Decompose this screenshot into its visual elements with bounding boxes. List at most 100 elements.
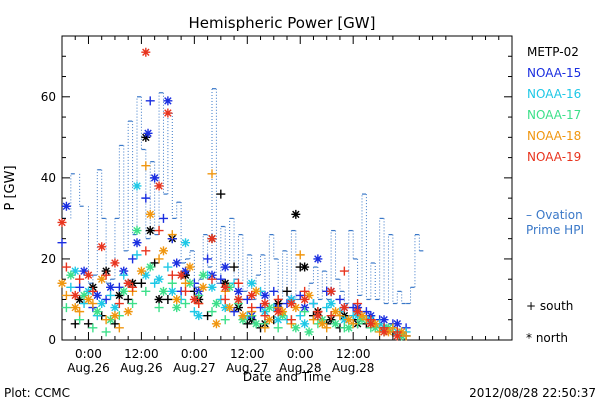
noaa-17-north-point [251, 319, 261, 329]
metp-02-north-point [154, 294, 164, 304]
noaa-15-north-point [220, 262, 230, 272]
noaa-18-north-point [317, 319, 327, 329]
noaa-17-south-point [220, 315, 230, 325]
noaa-17-north-point [304, 327, 314, 337]
noaa-19-south-point [154, 226, 164, 236]
noaa-19-south-point [326, 311, 336, 321]
noaa-16-south-point [189, 307, 199, 317]
x-tick-date-label: Aug.28 [279, 361, 322, 375]
noaa-17-south-point [273, 323, 283, 333]
noaa-18-north-point [357, 311, 367, 321]
noaa-15-south-point [361, 307, 371, 317]
noaa-18-south-point [88, 299, 98, 309]
noaa-16-north-point [207, 282, 217, 292]
noaa-19-north-point [70, 290, 80, 300]
noaa-18-south-point [308, 315, 318, 325]
noaa-18-north-point [238, 311, 248, 321]
y-axis: 0 20 40 60 [41, 35, 512, 347]
noaa-15-south-point [295, 290, 305, 300]
noaa-19-north-point [300, 294, 310, 304]
noaa-16-north-point [132, 181, 142, 191]
noaa-18-north-point [344, 315, 354, 325]
noaa-15-north-point [313, 254, 323, 264]
noaa-19-north-point [83, 270, 93, 280]
noaa-19-north-point [353, 307, 363, 317]
noaa-19-south-point [75, 274, 85, 284]
noaa-15-south-point [128, 254, 138, 264]
noaa-15-north-point [163, 96, 173, 106]
metp-02-south-point [242, 319, 252, 329]
noaa-18-north-point [57, 278, 67, 288]
noaa-15-south-point [141, 193, 151, 203]
noaa-19-north-point [313, 311, 323, 321]
x-tick-time-label: 0:00 [181, 347, 208, 361]
noaa-17-north-point [66, 270, 76, 280]
noaa-16-north-point [300, 319, 310, 329]
noaa-19-north-point [97, 242, 107, 252]
noaa-18-south-point [388, 323, 398, 333]
metp-02-north-point [114, 290, 124, 300]
noaa-15-north-point [79, 266, 89, 276]
noaa-15-south-point [242, 294, 252, 304]
noaa-16-south-point [79, 299, 89, 309]
noaa-15-north-point [106, 282, 116, 292]
noaa-17-north-point [119, 286, 129, 296]
noaa-16-south-point [66, 282, 76, 292]
noaa-18-south-point [260, 323, 270, 333]
noaa-16-north-point [167, 286, 177, 296]
noaa-15-south-point [101, 294, 111, 304]
noaa-18-south-point [75, 307, 85, 317]
noaa-16-north-point [70, 266, 80, 276]
noaa-15-north-point [260, 290, 270, 300]
metp-02-south-point [110, 319, 120, 329]
noaa-18-north-point [97, 274, 107, 284]
x-tick-date-label: Aug.28 [332, 361, 375, 375]
noaa-15-north-point [61, 201, 71, 211]
noaa-15-north-point [379, 315, 389, 325]
noaa-19-south-point [181, 286, 191, 296]
noaa-19-south-point [220, 294, 230, 304]
noaa-15-north-point [172, 258, 182, 268]
noaa-18-south-point [322, 323, 332, 333]
noaa-19-north-point [233, 294, 243, 304]
noaa-19-north-point [123, 278, 133, 288]
noaa-19-south-point [167, 270, 177, 280]
y-tick-label: 60 [41, 90, 56, 104]
noaa-17-south-point [181, 299, 191, 309]
noaa-17-south-point [101, 327, 111, 337]
noaa-16-south-point [163, 262, 173, 272]
noaa-18-north-point [172, 294, 182, 304]
noaa-19-north-point [326, 286, 336, 296]
noaa-17-south-point [88, 323, 98, 333]
noaa-18-south-point [114, 323, 124, 333]
noaa-17-north-point [158, 286, 168, 296]
noaa-16-south-point [295, 311, 305, 321]
chart-title: Hemispheric Power [GW] [189, 14, 376, 32]
noaa-15-south-point [57, 238, 67, 248]
noaa-19-north-point [141, 47, 151, 57]
noaa-17-north-point [172, 303, 182, 313]
noaa-15-south-point [203, 254, 213, 264]
noaa-19-south-point [101, 270, 111, 280]
noaa-18-north-point [331, 307, 341, 317]
metp-02-north-point [300, 262, 310, 272]
noaa-17-south-point [300, 307, 310, 317]
plot-credit: Plot: CCMC [4, 386, 70, 400]
y-axis-label: P [GW] [3, 165, 18, 210]
noaa-18-south-point [167, 230, 177, 240]
noaa-15-south-point [114, 282, 124, 292]
noaa-17-south-point [61, 303, 71, 313]
noaa-19-north-point [189, 294, 199, 304]
noaa-15-south-point [256, 303, 266, 313]
ovation-hpi-trace [62, 88, 424, 305]
noaa-15-north-point [233, 286, 243, 296]
noaa-17-north-point [92, 307, 102, 317]
noaa-17-north-point [145, 262, 155, 272]
noaa-19-north-point [163, 108, 173, 118]
legend-noaa-18: NOAA-18 [527, 129, 581, 143]
noaa-18-north-point [198, 282, 208, 292]
noaa-19-south-point [114, 299, 124, 309]
noaa-19-north-point [366, 319, 376, 329]
x-tick-time-label: 12:00 [124, 347, 159, 361]
